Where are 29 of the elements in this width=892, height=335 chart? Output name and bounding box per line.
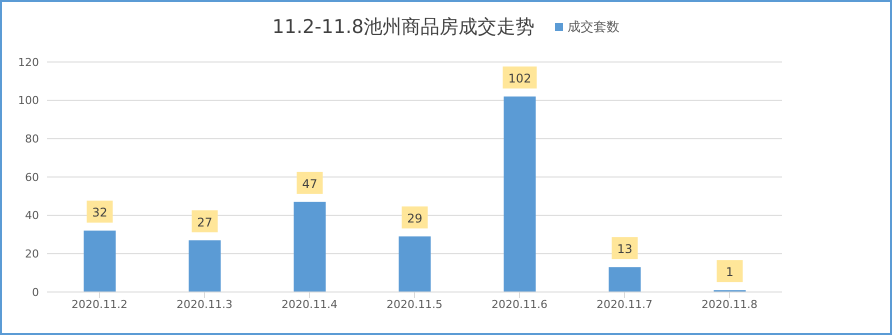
- x-tick-label: 2020.11.4: [282, 298, 338, 311]
- y-tick-label: 60: [25, 170, 39, 184]
- y-tick-label: 100: [18, 94, 39, 108]
- bar: [504, 96, 536, 292]
- data-label: 32: [92, 206, 108, 220]
- y-tick-label: 20: [25, 248, 39, 261]
- y-tick-label: 80: [25, 132, 39, 146]
- bar: [398, 236, 431, 292]
- data-label: 27: [197, 215, 212, 230]
- bar: [188, 240, 221, 292]
- data-label: 29: [407, 211, 422, 226]
- data-label: 1: [726, 265, 734, 280]
- x-tick-label: 2020.11.3: [176, 298, 232, 311]
- y-tick-label: 0: [32, 286, 39, 299]
- legend-label: 成交套数: [566, 19, 620, 36]
- bar: [294, 202, 326, 292]
- x-tick-label: 2020.11.6: [492, 298, 548, 311]
- data-label: 102: [508, 72, 532, 86]
- data-label: 13: [617, 242, 632, 256]
- bar: [608, 267, 641, 292]
- x-tick-label: 2020.11.7: [596, 298, 652, 311]
- data-label: 47: [302, 176, 318, 191]
- y-tick-label: 120: [18, 56, 39, 69]
- x-tick-label: 2020.11.2: [72, 298, 128, 311]
- y-tick-label: 40: [25, 209, 39, 222]
- bar: [84, 230, 116, 292]
- chart-title: 11.2-11.8池州商品房成交走势: [272, 15, 535, 40]
- x-tick-label: 2020.11.5: [386, 298, 442, 311]
- x-tick-label: 2020.11.8: [702, 298, 758, 311]
